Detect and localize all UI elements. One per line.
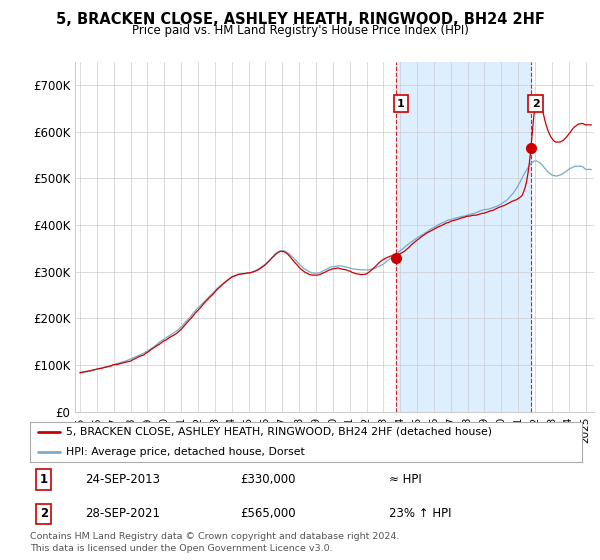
Text: 28-SEP-2021: 28-SEP-2021 [85, 507, 160, 520]
Text: ≈ HPI: ≈ HPI [389, 473, 422, 486]
Text: 2: 2 [40, 507, 48, 520]
Text: 5, BRACKEN CLOSE, ASHLEY HEATH, RINGWOOD, BH24 2HF: 5, BRACKEN CLOSE, ASHLEY HEATH, RINGWOOD… [56, 12, 544, 27]
Text: Price paid vs. HM Land Registry's House Price Index (HPI): Price paid vs. HM Land Registry's House … [131, 24, 469, 37]
Text: Contains HM Land Registry data © Crown copyright and database right 2024.
This d: Contains HM Land Registry data © Crown c… [30, 532, 400, 553]
Text: 1: 1 [397, 99, 404, 109]
Text: 23% ↑ HPI: 23% ↑ HPI [389, 507, 451, 520]
Bar [395, 62, 530, 412]
Text: 2: 2 [532, 99, 539, 109]
Text: 5, BRACKEN CLOSE, ASHLEY HEATH, RINGWOOD, BH24 2HF (detached house): 5, BRACKEN CLOSE, ASHLEY HEATH, RINGWOOD… [66, 427, 492, 437]
Text: 24-SEP-2013: 24-SEP-2013 [85, 473, 160, 486]
Text: HPI: Average price, detached house, Dorset: HPI: Average price, detached house, Dors… [66, 447, 305, 457]
Text: £565,000: £565,000 [240, 507, 295, 520]
Text: 1: 1 [40, 473, 48, 486]
Text: £330,000: £330,000 [240, 473, 295, 486]
